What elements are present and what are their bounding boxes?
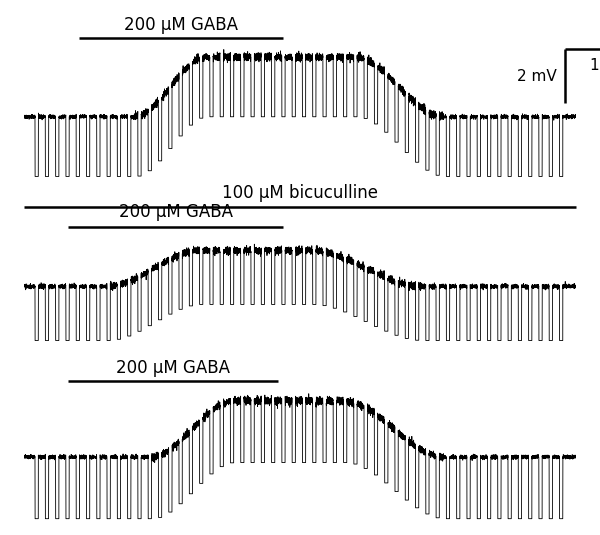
Text: 100 μM bicuculline: 100 μM bicuculline <box>222 184 378 202</box>
Text: 2 mV: 2 mV <box>517 68 557 83</box>
Text: 100 s: 100 s <box>590 58 600 73</box>
Text: 200 μM GABA: 200 μM GABA <box>119 203 233 221</box>
Text: 200 μM GABA: 200 μM GABA <box>124 16 238 34</box>
Text: 200 μM GABA: 200 μM GABA <box>116 359 230 377</box>
